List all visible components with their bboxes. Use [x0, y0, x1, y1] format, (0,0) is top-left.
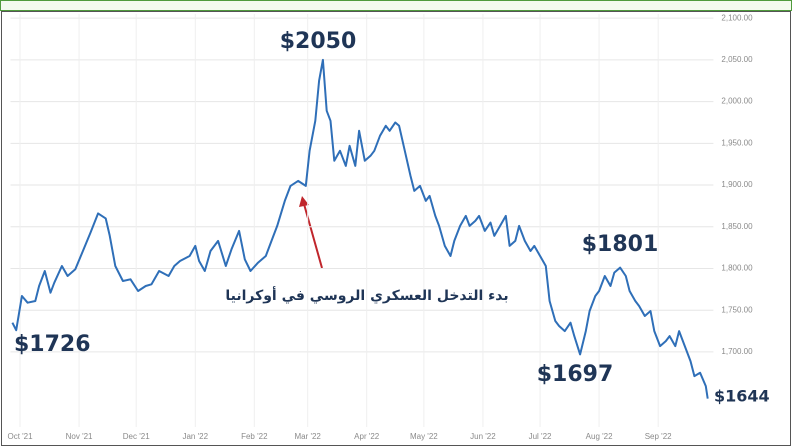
arrow [303, 203, 323, 269]
annotation: $1644 [714, 387, 770, 406]
x-tick-label: Feb '22 [241, 432, 268, 441]
x-tick-label: Dec '21 [123, 432, 150, 441]
y-tick-label: 1,850.00 [721, 222, 753, 231]
y-tick-label: 2,050.00 [721, 55, 753, 64]
x-tick-label: Jan '22 [182, 432, 208, 441]
y-tick-label: 1,800.00 [721, 264, 753, 273]
x-tick-label: Jun '22 [470, 432, 496, 441]
y-tick-label: 1,900.00 [721, 180, 753, 189]
x-tick-label: Mar '22 [294, 432, 321, 441]
arrow-head [299, 196, 309, 207]
x-tick-label: Oct '21 [7, 432, 33, 441]
x-tick-label: Aug '22 [586, 432, 613, 441]
annotation: $1726 [14, 332, 91, 357]
annotation: $1801 [582, 232, 659, 257]
x-tick-label: May '22 [410, 432, 438, 441]
frame [1, 11, 791, 446]
y-tick-label: 1,750.00 [721, 305, 753, 314]
y-tick-label: 2,000.00 [721, 97, 753, 106]
price-line [11, 58, 709, 399]
annotation: بدء التدخل العسكري الروسي في أوكرانيا [225, 286, 508, 305]
y-tick-label: 1,700.00 [721, 347, 753, 356]
x-tick-label: Apr '22 [354, 432, 380, 441]
x-tick-label: Jul '22 [529, 432, 552, 441]
y-tick-label: 1,950.00 [721, 138, 753, 147]
annotation: $2050 [280, 29, 357, 54]
header-bar [0, 0, 792, 11]
x-tick-label: Nov '21 [66, 432, 93, 441]
annotation: $1697 [537, 362, 614, 387]
x-tick-label: Sep '22 [645, 432, 672, 441]
y-tick-label: 2,100.00 [721, 13, 753, 22]
